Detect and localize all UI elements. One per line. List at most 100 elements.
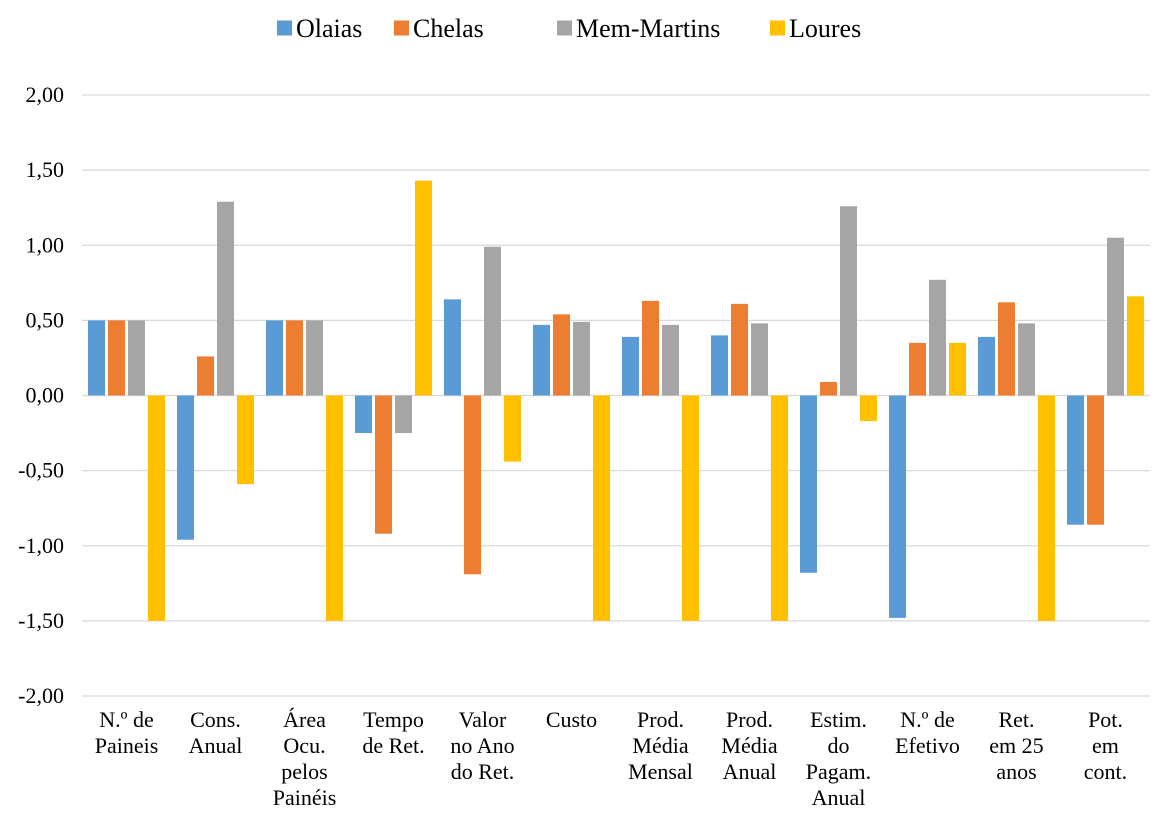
gridlines: [82, 94, 1150, 697]
bar-chelas-8: [820, 381, 837, 396]
bar-loures-5: [593, 395, 610, 621]
bar-loures-4: [504, 395, 521, 462]
bar-loures-8: [860, 395, 877, 422]
legend-swatch: [557, 20, 572, 36]
legend-label: Loures: [789, 14, 861, 43]
x-category-line: Valor: [459, 707, 507, 732]
x-category-label: Ret. em 25 anos: [989, 707, 1043, 784]
legend-item-mem-martins: Mem-Martins: [557, 14, 720, 43]
bar-olaias-10: [978, 336, 995, 396]
x-category-label: Pot. em cont.: [1084, 707, 1127, 784]
x-category-line: pelos: [281, 759, 327, 784]
x-category-label: Estim. do Pagam. Anual: [806, 707, 871, 810]
y-tick-label: 1,50: [26, 157, 65, 182]
bar-loures-9: [949, 342, 966, 396]
x-category-line: em: [1092, 733, 1119, 758]
x-category-line: Tempo: [363, 707, 424, 732]
x-category-line: Pot.: [1088, 707, 1123, 732]
x-category-label: N.º de Efetivo: [895, 707, 960, 758]
x-category-label: Cons. Anual: [189, 707, 243, 758]
legend-label: Chelas: [413, 14, 484, 43]
bar-loures-1: [237, 395, 254, 485]
bar-mem-martins-4: [484, 246, 501, 396]
y-tick-label: 0,50: [26, 307, 65, 332]
bar-chelas-7: [731, 303, 748, 396]
x-category-line: de Ret.: [362, 733, 424, 758]
bar-olaias-3: [355, 395, 372, 434]
bar-loures-6: [682, 395, 699, 621]
y-tick-label: 2,00: [26, 82, 65, 107]
x-category-line: Anual: [723, 759, 777, 784]
bar-mem-martins-0: [128, 320, 145, 396]
bar-mem-martins-9: [929, 279, 946, 396]
bar-olaias-5: [533, 324, 550, 396]
y-tick-label: -1,50: [18, 608, 64, 633]
bar-mem-martins-1: [217, 201, 234, 396]
bar-olaias-6: [622, 336, 639, 396]
bar-chelas-6: [642, 300, 659, 396]
bar-olaias-7: [711, 335, 728, 396]
x-category-label: Área Ocu. pelos Painéis: [273, 707, 337, 810]
legend-item-chelas: Chelas: [394, 14, 484, 43]
bar-loures-3: [415, 180, 432, 396]
x-category-line: Prod.: [637, 707, 684, 732]
x-category-label: Prod. Média Anual: [721, 707, 777, 784]
x-category-line: Paineis: [95, 733, 159, 758]
bar-olaias-11: [1067, 395, 1084, 525]
bar-olaias-0: [88, 320, 105, 396]
x-category-line: Mensal: [628, 759, 693, 784]
legend-label: Olaias: [296, 14, 362, 43]
legend-swatch: [770, 20, 785, 36]
bar-mem-martins-11: [1107, 237, 1124, 396]
x-category-line: do: [828, 733, 850, 758]
legend-item-loures: Loures: [770, 14, 861, 43]
x-category-label: Valor no Ano do Ret.: [450, 707, 514, 784]
x-category-line: Prod.: [726, 707, 773, 732]
bar-chelas-4: [464, 395, 481, 575]
bar-chelas-9: [909, 342, 926, 396]
bar-olaias-4: [444, 299, 461, 396]
bar-chelas-3: [375, 395, 392, 534]
x-category-line: Média: [721, 733, 777, 758]
bar-chelas-1: [197, 356, 214, 396]
x-category-line: Anual: [189, 733, 243, 758]
x-category-line: do Ret.: [451, 759, 515, 784]
x-category-line: Área: [283, 707, 326, 732]
y-tick-label: 1,00: [26, 232, 65, 257]
legend-swatch: [394, 20, 409, 36]
x-category-label: N.º de Paineis: [95, 707, 159, 758]
bar-loures-2: [326, 395, 343, 621]
legend-item-olaias: Olaias: [277, 14, 362, 43]
bar-chelas-0: [108, 320, 125, 396]
x-category-line: Painéis: [273, 785, 337, 810]
legend-swatch: [277, 20, 292, 36]
bar-olaias-2: [266, 320, 283, 396]
y-tick-label: -0,50: [18, 458, 64, 483]
y-tick-label: -1,00: [18, 533, 64, 558]
bar-chelas-10: [998, 302, 1015, 396]
x-category-line: Custo: [546, 707, 597, 732]
bar-mem-martins-7: [751, 323, 768, 396]
x-category-label: Prod. Média Mensal: [628, 707, 693, 784]
x-category-line: Média: [632, 733, 688, 758]
x-category-line: anos: [996, 759, 1036, 784]
y-tick-label: 0,00: [26, 383, 65, 408]
bar-mem-martins-6: [662, 324, 679, 396]
bar-chelas-2: [286, 320, 303, 396]
x-category-label: Tempo de Ret.: [362, 707, 424, 758]
bar-chelas-11: [1087, 395, 1104, 525]
x-category-line: no Ano: [450, 733, 514, 758]
bar-mem-martins-2: [306, 320, 323, 396]
x-category-line: Ocu.: [283, 733, 325, 758]
bar-loures-10: [1038, 395, 1055, 621]
x-category-label: Custo: [546, 707, 597, 732]
bar-mem-martins-5: [573, 321, 590, 396]
x-category-line: Anual: [812, 785, 866, 810]
bar-olaias-9: [889, 395, 906, 618]
x-category-line: Ret.: [998, 707, 1034, 732]
bar-olaias-8: [800, 395, 817, 573]
bar-loures-7: [771, 395, 788, 621]
bar-mem-martins-3: [395, 395, 412, 434]
y-axis-ticks: 2,00 1,50 1,00 0,50 0,00 -0,50 -1,00 -1,50 -2,00: [18, 82, 64, 708]
